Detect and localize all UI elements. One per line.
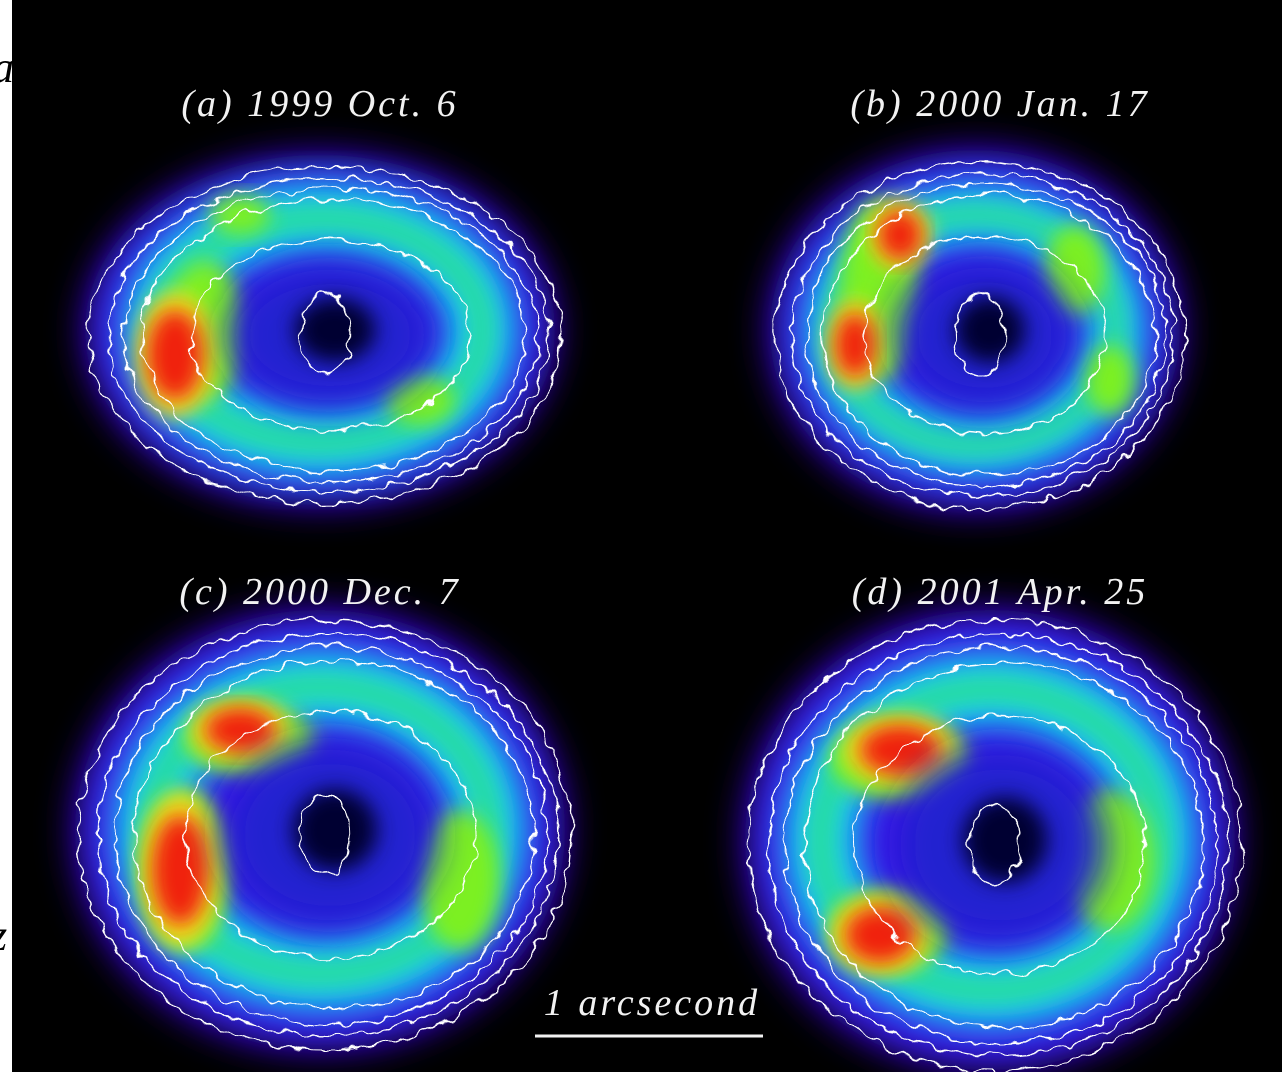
- panel-title: (c) 2000 Dec. 7: [179, 571, 460, 613]
- hot-spot: [845, 907, 915, 963]
- margin-letter: a: [0, 43, 14, 92]
- panel-title: (d) 2001 Apr. 25: [852, 571, 1148, 613]
- hot-spot: [835, 313, 875, 377]
- page: {"margin_letters": ["a", "z"], "panels":…: [0, 0, 1282, 1072]
- margin-letter: z: [0, 911, 7, 960]
- hot-spot: [205, 708, 275, 752]
- hot-spot: [152, 815, 208, 925]
- figure: a z (a) 1999 Oct. 6 (b) 2000 Jan. 17 (c)…: [0, 0, 1282, 1072]
- panel-title: (a) 1999 Oct. 6: [181, 83, 458, 125]
- scale-bar-label: 1 arcsecond: [544, 982, 760, 1024]
- warm-region: [210, 195, 270, 235]
- hot-spot: [147, 310, 203, 400]
- hot-spot: [878, 210, 922, 260]
- core: [955, 297, 1025, 363]
- panel-title: (b) 2000 Jan. 17: [850, 83, 1149, 125]
